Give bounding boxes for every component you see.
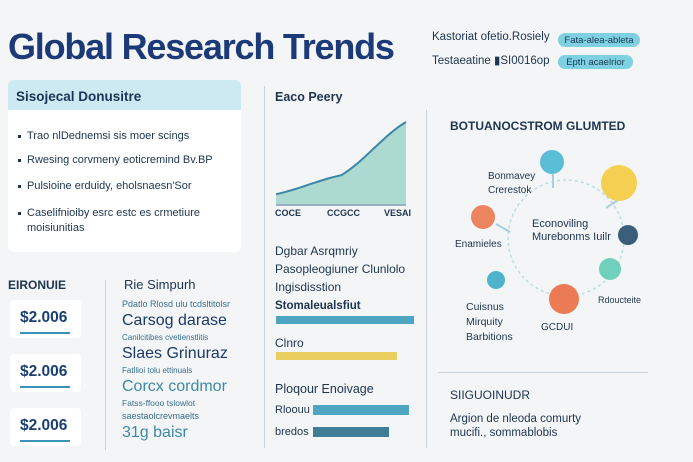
study-heading: Rie Simpurh	[124, 277, 196, 292]
growth-area-chart	[275, 121, 407, 206]
study-line: Fatllioi tolu ettinuals	[122, 366, 193, 375]
summary-bullet-text: Caselifnioiby esrc estc es crmetiure moi…	[27, 207, 201, 234]
column-divider	[426, 110, 427, 448]
progress-bar	[276, 352, 398, 360]
study-line: saestaolcrevmaelts	[122, 411, 200, 421]
footer-text: Argion de nleoda comurty mucifi., sommab…	[450, 413, 582, 439]
network-label: Bonmavey Crerestok	[488, 171, 536, 196]
x-tick-label: CCGCC	[327, 208, 360, 218]
assembly-line-2: Pasopleogiuner Clunlolo	[275, 262, 406, 276]
chart-title: Eaco Peery	[275, 90, 343, 104]
header-meta-2: Testaeatine ▮SI0016op	[432, 55, 550, 67]
bullet-icon	[18, 212, 21, 215]
study-line: 31g baisr	[122, 424, 188, 441]
metric-value: $2.006	[20, 417, 68, 434]
metrics-heading: EIRONUIE	[8, 278, 67, 292]
study-lines: Pdatlo Rlosd ulu tcdsltitolsr Carsog dara…	[122, 298, 258, 443]
metric-underline	[20, 332, 70, 334]
area-series-fill	[276, 122, 406, 204]
summary-bullet-3: Pulsioine erduidy, eholsnaesn'Sor	[18, 180, 192, 192]
network-label: Cuisnus Mirquity Barbitions	[466, 301, 513, 343]
study-line: Canilcitibes cvetienstlitis	[122, 333, 209, 342]
study-line: Slaes Grinuraz	[122, 345, 228, 362]
node-icon	[540, 150, 564, 174]
metric-card: $2.006	[10, 300, 81, 338]
bars-heading: Ploqour Enoivage	[275, 382, 374, 396]
node-icon	[487, 271, 505, 289]
x-tick-label: VESAI	[384, 208, 412, 218]
study-line: Pdatlo Rlosd ulu tcdsltitolsr	[122, 299, 231, 309]
bar-label: bredos	[275, 426, 309, 438]
study-line: Carsog darase	[122, 312, 227, 329]
network-center-label: Econoviling Murebonms Iuilr	[532, 218, 611, 243]
network-label: Enamieles	[455, 239, 502, 250]
progress-bar	[276, 316, 414, 324]
metric-value: $2.006	[20, 363, 68, 380]
summary-card: Sisojecal Donusitre Trao nlDednemsi sis …	[8, 80, 241, 252]
summary-bullet-1: Trao nlDednemsi sis moer scings	[18, 130, 189, 142]
node-icon	[549, 284, 579, 314]
network-label: Rdoucteite	[598, 295, 642, 305]
metric-underline	[20, 440, 70, 442]
node-icon	[471, 205, 495, 229]
study-line: Corcx cordmor	[122, 378, 227, 395]
bullet-icon	[18, 158, 21, 162]
footer-heading: SIIGUOINUDR	[450, 388, 531, 402]
network-heading: BOTUANOCSTROM GLUMTED	[450, 119, 626, 133]
progress-bar	[313, 405, 409, 415]
network-diagram	[471, 150, 638, 314]
summary-card-heading: Sisojecal Donusitre	[8, 80, 241, 110]
section-divider	[438, 372, 648, 373]
bullet-icon	[18, 134, 21, 138]
metric-underline	[20, 386, 70, 388]
bar-label: Rloouu	[275, 404, 310, 416]
metric-card: $2.006	[10, 408, 81, 446]
metric-card: $2.006	[10, 354, 81, 392]
page-title: Global Research Trends	[8, 26, 395, 67]
node-icon	[618, 225, 638, 245]
node-icon	[601, 165, 637, 201]
summary-bullet-text: Pulsioine erduidy, eholsnaesn'Sor	[27, 180, 192, 192]
filter-pill-2[interactable]: Epth acaelrior	[558, 55, 633, 69]
node-icon	[599, 258, 621, 280]
column-divider	[264, 86, 265, 448]
assembly-line-1: Dgbar Asrqmriy	[275, 244, 358, 258]
assembly-line-4: Stomaleualsfiut	[275, 300, 361, 312]
header-meta-1: Kastoriat ofetio.Rosiely	[432, 31, 550, 43]
area-series-line	[275, 121, 407, 196]
summary-bullet-text: Rwesing corvmeny eoticremind Bv.BP	[27, 154, 213, 166]
summary-bullet-text: Trao nlDednemsi sis moer scings	[27, 130, 190, 142]
bullet-icon	[18, 184, 21, 188]
bar-label: Clnro	[275, 336, 304, 350]
progress-bar	[313, 427, 390, 437]
assembly-line-3: Ingisdisstion	[275, 280, 342, 294]
column-divider	[105, 280, 106, 450]
connector	[495, 223, 511, 233]
network-label: GCDUI	[541, 322, 574, 333]
summary-bullet-4: Caselifnioiby esrc estc es crmetiure moi…	[18, 206, 208, 236]
connector	[605, 199, 619, 209]
x-tick-label: COCE	[275, 208, 302, 218]
study-line: Fatss-ffooo tslowlot	[122, 398, 196, 408]
summary-bullet-2: Rwesing corvmeny eoticremind Bv.BP	[18, 154, 213, 166]
filter-pill-1[interactable]: Fata-alea-ableta	[558, 33, 640, 47]
metric-value: $2.006	[20, 309, 68, 326]
